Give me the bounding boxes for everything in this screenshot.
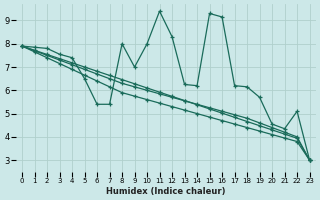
X-axis label: Humidex (Indice chaleur): Humidex (Indice chaleur)	[106, 187, 226, 196]
